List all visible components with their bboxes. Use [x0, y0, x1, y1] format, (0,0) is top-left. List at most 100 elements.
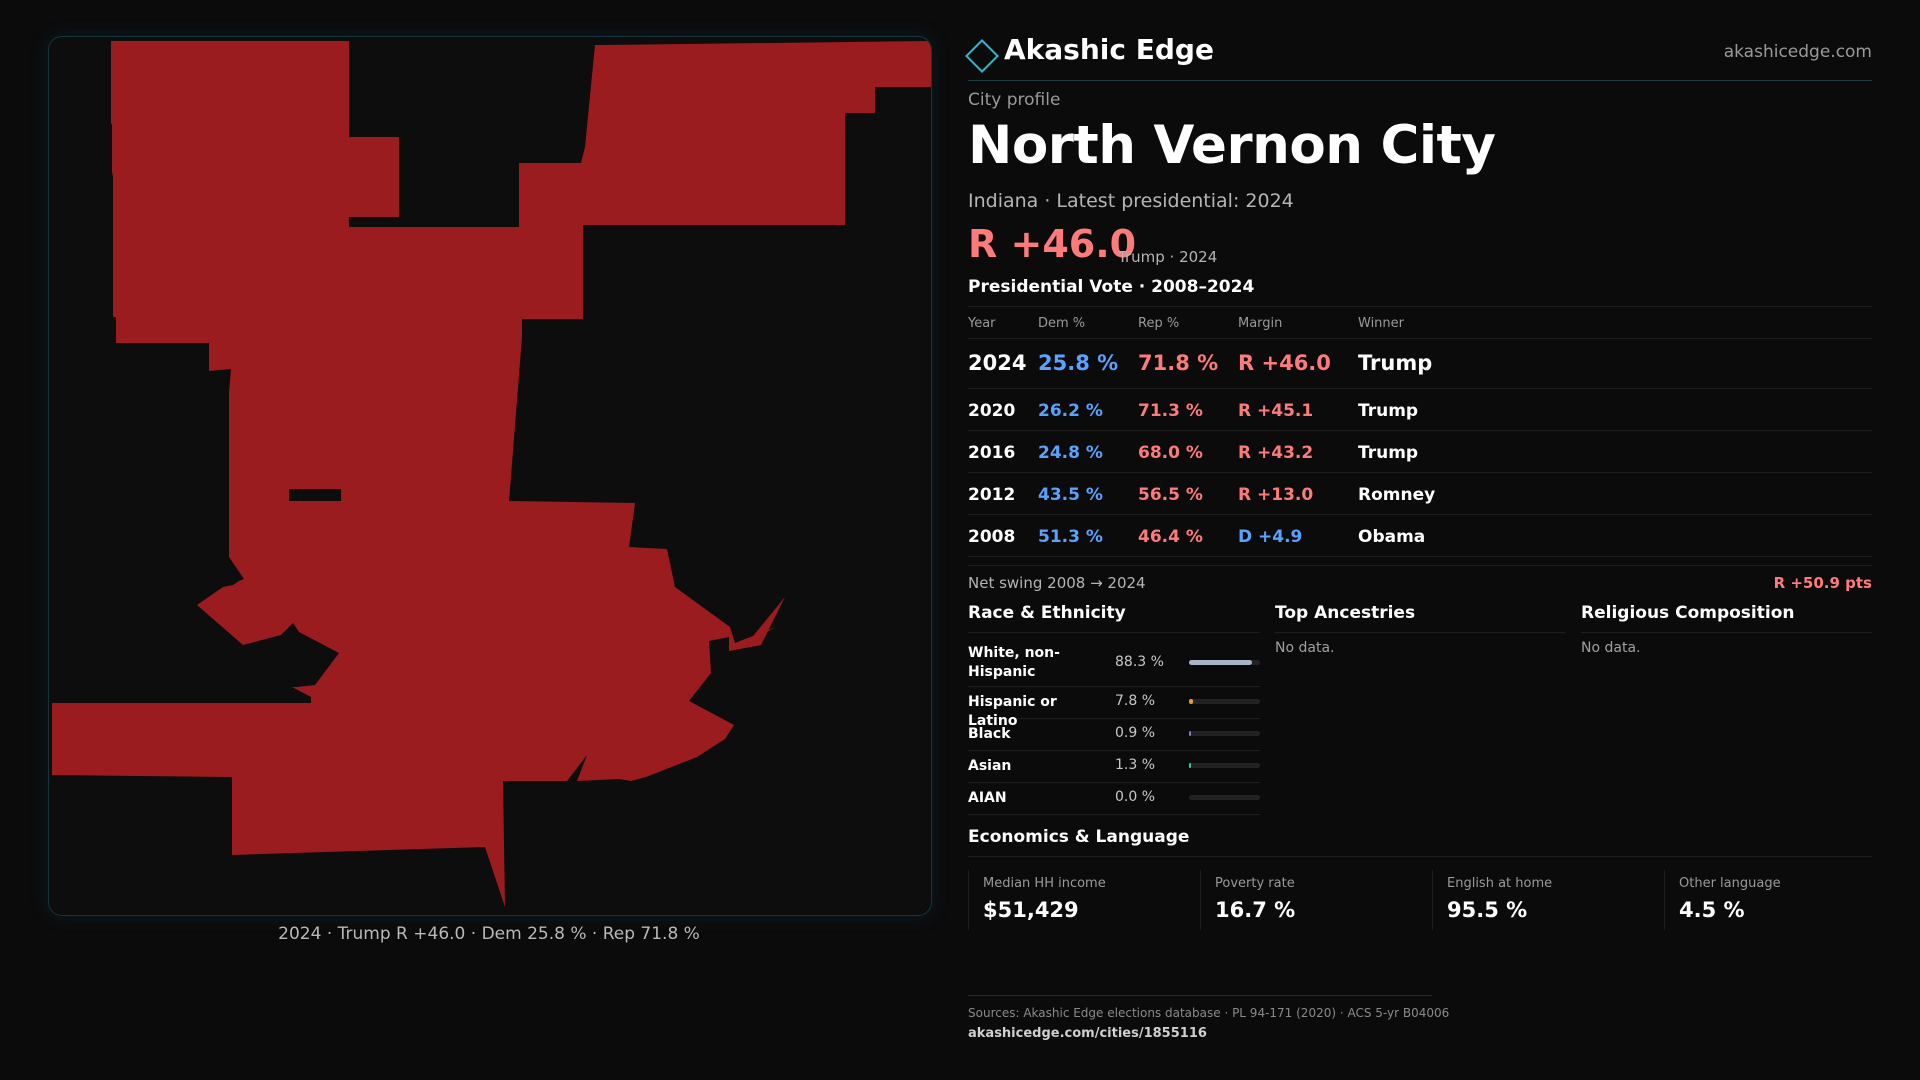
religion-empty: No data.: [1581, 640, 1641, 656]
race-bar-track: [1189, 699, 1260, 704]
table-row: 2020 26.2 % 71.3 % R +45.1 Trump: [968, 389, 1872, 431]
city-boundary-shape: [52, 41, 931, 907]
row-winner: Trump: [1358, 401, 1419, 421]
econ-value: 4.5 %: [1679, 898, 1745, 922]
city-boundary-hole: [289, 489, 341, 501]
race-pct: 88.3 %: [1115, 654, 1164, 670]
race-section-title: Race & Ethnicity: [968, 603, 1126, 623]
religion-section-title: Religious Composition: [1581, 603, 1795, 623]
econ-label: English at home: [1447, 876, 1553, 891]
econ-label: Poverty rate: [1215, 876, 1295, 891]
race-row-white: White, non-Hispanic 88.3 %: [968, 640, 1260, 687]
city-profile-panel: Akashic Edge akashicedge.com City profil…: [965, 0, 1872, 1080]
econ-label: Median HH income: [983, 876, 1106, 891]
column-header-dem: Dem %: [1038, 316, 1086, 331]
row-margin: D +4.9: [1238, 527, 1303, 547]
race-pct: 0.9 %: [1115, 725, 1156, 741]
race-divider: [968, 632, 1260, 633]
page-title: North Vernon City: [968, 115, 1496, 176]
race-bar-track: [1189, 795, 1260, 800]
row-dem-pct: 26.2 %: [1038, 401, 1103, 421]
race-row-hispanic: Hispanic or Latino 7.8 %: [968, 686, 1260, 729]
econ-english-at-home: English at home 95.5 %: [1432, 870, 1665, 930]
row-year: 2016: [968, 443, 1016, 463]
race-bar-fill: [1189, 699, 1193, 704]
city-boundary-polygon: [52, 41, 931, 907]
row-year: 2020: [968, 401, 1016, 421]
econ-median-income: Median HH income $51,429: [968, 870, 1201, 930]
row-margin: R +45.1: [1238, 401, 1314, 421]
brand-header: Akashic Edge akashicedge.com: [965, 30, 1872, 81]
econ-value: 16.7 %: [1215, 898, 1296, 922]
row-dem-pct: 24.8 %: [1038, 443, 1103, 463]
row-winner: Romney: [1358, 485, 1436, 505]
diamond-icon: [965, 39, 999, 73]
race-row-black: Black 0.9 %: [968, 718, 1260, 751]
row-year: 2008: [968, 527, 1016, 547]
economics-divider: [968, 856, 1872, 857]
brand-name: Akashic Edge: [1004, 33, 1214, 66]
row-rep-pct: 56.5 %: [1138, 485, 1203, 505]
race-pct: 0.0 %: [1115, 789, 1156, 805]
econ-value: $51,429: [983, 898, 1079, 922]
column-header-rep: Rep %: [1138, 316, 1180, 331]
table-row: 2008 51.3 % 46.4 % D +4.9 Obama: [968, 515, 1872, 557]
column-header-winner: Winner: [1358, 316, 1405, 331]
row-rep-pct: 71.8 %: [1138, 351, 1219, 375]
race-row-asian: Asian 1.3 %: [968, 750, 1260, 783]
row-rep-pct: 68.0 %: [1138, 443, 1203, 463]
net-swing-label: Net swing 2008 → 2024: [968, 574, 1146, 592]
brand-site-link[interactable]: akashicedge.com: [1723, 42, 1872, 62]
race-label: AIAN: [968, 790, 1007, 806]
row-winner: Obama: [1358, 527, 1426, 547]
net-swing-value: R +50.9 pts: [1773, 574, 1872, 592]
column-header-margin: Margin: [1238, 316, 1283, 331]
map-caption: 2024 · Trump R +46.0 · Dem 25.8 % · Rep …: [278, 924, 700, 944]
footer-divider: [968, 995, 1432, 996]
ancestries-divider: [1275, 632, 1565, 633]
vote-section-title: Presidential Vote · 2008–2024: [968, 277, 1255, 297]
row-winner: Trump: [1358, 351, 1433, 375]
race-bar-fill: [1189, 763, 1191, 768]
race-pct: 7.8 %: [1115, 693, 1156, 709]
latest-margin: R +46.0: [968, 222, 1137, 266]
ancestries-empty: No data.: [1275, 640, 1335, 656]
row-dem-pct: 25.8 %: [1038, 351, 1119, 375]
race-label: White, non-Hispanic: [968, 645, 1060, 680]
race-label: Asian: [968, 758, 1012, 774]
ancestries-section-title: Top Ancestries: [1275, 603, 1416, 623]
row-rep-pct: 46.4 %: [1138, 527, 1203, 547]
race-label: Black: [968, 726, 1011, 742]
table-row: 2016 24.8 % 68.0 % R +43.2 Trump: [968, 431, 1872, 473]
race-pct: 1.3 %: [1115, 757, 1156, 773]
race-bar-fill: [1189, 731, 1191, 736]
religion-divider: [1581, 632, 1872, 633]
race-row-aian: AIAN 0.0 %: [968, 782, 1260, 815]
city-boundary-map: [48, 36, 932, 916]
race-bar-track: [1189, 731, 1260, 736]
table-row: 2012 43.5 % 56.5 % R +13.0 Romney: [968, 473, 1872, 515]
page-subtitle: Indiana · Latest presidential: 2024: [968, 190, 1294, 212]
row-dem-pct: 51.3 %: [1038, 527, 1103, 547]
table-row: 2024 25.8 % 71.8 % R +46.0 Trump: [968, 339, 1872, 389]
page-eyebrow: City profile: [968, 90, 1061, 110]
row-margin: R +46.0: [1238, 351, 1331, 375]
row-margin: R +43.2: [1238, 443, 1314, 463]
race-bar-fill: [1189, 660, 1252, 665]
econ-value: 95.5 %: [1447, 898, 1528, 922]
row-margin: R +13.0: [1238, 485, 1314, 505]
race-label: Hispanic or Latino: [968, 694, 1057, 729]
economics-section-title: Economics & Language: [968, 827, 1190, 847]
footer-sources: Sources: Akashic Edge elections database…: [968, 1006, 1450, 1020]
race-bar-track: [1189, 660, 1260, 665]
race-bar-track: [1189, 763, 1260, 768]
table-header: Year Dem % Rep % Margin Winner: [968, 307, 1872, 339]
econ-poverty-rate: Poverty rate 16.7 %: [1200, 870, 1433, 930]
latest-margin-note: Trump · 2024: [1118, 248, 1218, 266]
footer-url-link[interactable]: akashicedge.com/cities/1855116: [968, 1026, 1207, 1041]
column-header-year: Year: [968, 316, 996, 331]
econ-label: Other language: [1679, 876, 1781, 891]
row-rep-pct: 71.3 %: [1138, 401, 1203, 421]
net-swing-row: Net swing 2008 → 2024 R +50.9 pts: [968, 565, 1872, 592]
row-year: 2024: [968, 351, 1027, 375]
